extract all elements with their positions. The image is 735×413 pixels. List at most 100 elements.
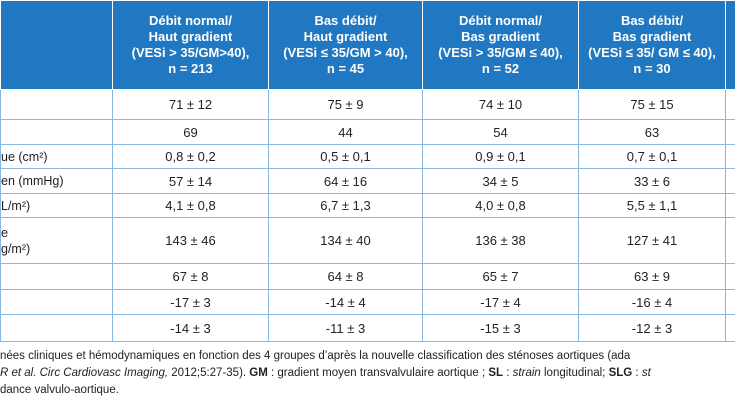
cell: 57 ± 14: [112, 168, 269, 194]
cell: [725, 263, 735, 290]
label-line: g/m²): [1, 241, 31, 256]
cell: 34 ± 5: [422, 168, 579, 194]
header-cell: [0, 0, 113, 90]
data-table: Débit normal/Haut gradient (VESi > 35/GM>…: [0, 0, 735, 342]
cell: 0,5 ± 0,1: [268, 144, 423, 169]
header-line: Bas gradient: [612, 29, 692, 44]
caption-segment: :: [632, 367, 642, 379]
header-cell: Débit normal/Bas gradient (VESi > 35/GM ≤…: [422, 0, 579, 90]
row-label: [0, 89, 113, 120]
header-line: (VESi ≤ 35/GM > 40),: [283, 45, 408, 60]
cell: [725, 119, 735, 145]
cell: -14 ± 3: [112, 314, 269, 342]
cell: 69: [112, 119, 269, 145]
cell: 4,0 ± 0,8: [422, 193, 579, 218]
caption-segment: : gradient moyen transvalvulaire aortiqu…: [267, 367, 489, 379]
label-line: en (mmHg): [1, 174, 64, 188]
row-label: [0, 119, 113, 145]
header-cell: Débit normal/Haut gradient (VESi > 35/GM>…: [112, 0, 269, 90]
table-row: 71 ± 12 75 ± 9 74 ± 10 75 ± 15: [0, 89, 735, 120]
cell: -14 ± 4: [268, 289, 423, 315]
table-row: en (mmHg) 57 ± 14 64 ± 16 34 ± 5 33 ± 6: [0, 168, 735, 194]
cell: -12 ± 3: [578, 314, 726, 342]
cell: -15 ± 3: [422, 314, 579, 342]
header-cell: Bas débit/Bas gradient (VESi ≤ 35/ GM ≤ 4…: [578, 0, 726, 90]
caption-line: dance valvulo-aortique.: [0, 384, 119, 396]
cell: 63 ± 9: [578, 263, 726, 290]
row-label: e g/m²): [0, 217, 113, 264]
cell: [725, 217, 735, 264]
header-line: (VESi > 35/GM ≤ 40),: [438, 45, 563, 60]
header-line: Débit normal/: [148, 13, 233, 28]
caption-segment: st: [641, 367, 651, 379]
table-row: -14 ± 3 -11 ± 3 -15 ± 3 -12 ± 3: [0, 314, 735, 342]
table-body: 71 ± 12 75 ± 9 74 ± 10 75 ± 15 69 44 54 63 ue (c…: [0, 89, 735, 342]
cell: -16 ± 4: [578, 289, 726, 315]
row-label: L/m²): [0, 193, 113, 218]
row-label: en (mmHg): [0, 168, 113, 194]
header-line: Débit normal/: [458, 13, 543, 28]
caption-segment: :: [503, 367, 513, 379]
cell: 65 ± 7: [422, 263, 579, 290]
caption-segment: 2012;5:27-35).: [168, 367, 250, 379]
table-row: L/m²) 4,1 ± 0,8 6,7 ± 1,3 4,0 ± 0,8 5,5 ± 1,…: [0, 193, 735, 218]
cell: [725, 144, 735, 169]
cell: 67 ± 8: [112, 263, 269, 290]
cell: 134 ± 40: [268, 217, 423, 264]
header-line: Haut gradient: [148, 29, 233, 44]
header-line: Bas débit/: [620, 13, 684, 28]
header-cell: [725, 0, 735, 90]
cell: 5,5 ± 1,1: [578, 193, 726, 218]
caption-segment: strain: [512, 367, 541, 379]
caption-line: nées cliniques et hémodynamiques en fonc…: [0, 350, 631, 362]
cell: [725, 89, 735, 120]
cell: -11 ± 3: [268, 314, 423, 342]
label-line: ue (cm²): [1, 149, 48, 164]
cell: 75 ± 15: [578, 89, 726, 120]
table-row: -17 ± 3 -14 ± 4 -17 ± 4 -16 ± 4: [0, 289, 735, 315]
caption-segment: longitudinal;: [540, 367, 609, 379]
cell: -17 ± 3: [112, 289, 269, 315]
row-label: [0, 314, 113, 342]
table-row: 69 44 54 63: [0, 119, 735, 145]
header-line: (VESi ≤ 35/ GM ≤ 40),: [588, 45, 716, 60]
caption: nées cliniques et hémodynamiques en fonc…: [0, 348, 651, 399]
header-cell: Bas débit/Haut gradient (VESi ≤ 35/GM > 4…: [268, 0, 423, 90]
header-row: Débit normal/Haut gradient (VESi > 35/GM>…: [0, 0, 735, 90]
table-row: e g/m²) 143 ± 46 134 ± 40 136 ± 38 127 ± 41: [0, 217, 735, 264]
cell: 0,7 ± 0,1: [578, 144, 726, 169]
caption-segment: GM: [249, 367, 268, 379]
cell: 71 ± 12: [112, 89, 269, 120]
cell: 63: [578, 119, 726, 145]
header-line: n = 30: [633, 61, 671, 76]
row-label: [0, 289, 113, 315]
header-line: n = 52: [481, 61, 520, 76]
table-row: ue (cm²) 0,8 ± 0,2 0,5 ± 0,1 0,9 ± 0,1 0,7 ±…: [0, 144, 735, 169]
cell: 33 ± 6: [578, 168, 726, 194]
caption-segment: SLG: [608, 367, 633, 379]
caption-line: R et al. Circ Cardiovasc Imaging, 2012;5…: [0, 365, 651, 382]
cell: -17 ± 4: [422, 289, 579, 315]
row-label: [0, 263, 113, 290]
header-line: n = 213: [168, 61, 213, 76]
header-line: Bas débit/: [314, 13, 377, 28]
header-line: Haut gradient: [303, 29, 388, 44]
label-line: L/m²): [1, 198, 31, 213]
cell: 74 ± 10: [422, 89, 579, 120]
row-label: ue (cm²): [0, 144, 113, 169]
header-line: n = 45: [326, 61, 365, 76]
cell: 75 ± 9: [268, 89, 423, 120]
header-line: (VESi > 35/GM>40),: [131, 45, 250, 60]
cell: 54: [422, 119, 579, 145]
cell: 143 ± 46: [112, 217, 269, 264]
cell: [725, 193, 735, 218]
cell: [725, 168, 735, 194]
cell: [725, 314, 735, 342]
cell: 136 ± 38: [422, 217, 579, 264]
cell: 6,7 ± 1,3: [268, 193, 423, 218]
cell: 127 ± 41: [578, 217, 726, 264]
cell: 4,1 ± 0,8: [112, 193, 269, 218]
cell: 44: [268, 119, 423, 145]
table-row: 67 ± 8 64 ± 8 65 ± 7 63 ± 9: [0, 263, 735, 290]
